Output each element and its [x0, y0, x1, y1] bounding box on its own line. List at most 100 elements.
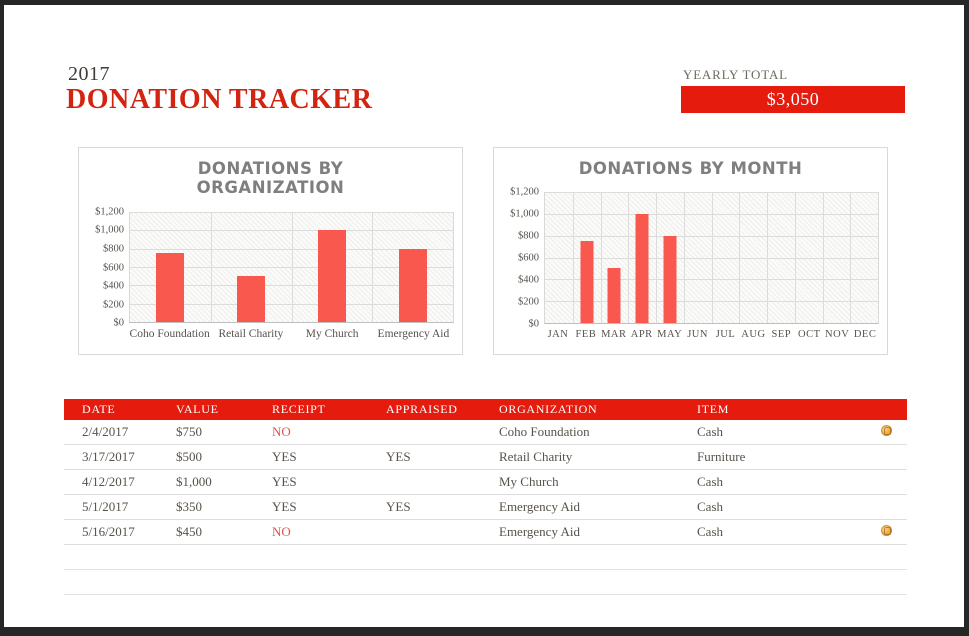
x-axis: Coho Foundation Retail Charity My Church Em… [129, 328, 454, 340]
cell-item[interactable]: Furniture [697, 449, 746, 464]
gridline [739, 192, 741, 323]
cell-value[interactable]: $750 [176, 424, 202, 439]
y-tick-label: $800 [103, 243, 124, 255]
bar-feb [580, 241, 594, 323]
yearly-total-value: $3,050 [681, 86, 905, 113]
x-tick-label: Emergency Aid [377, 328, 450, 340]
y-tick-label: $400 [518, 274, 539, 286]
donations-table: DATE VALUE RECEIPT APPRAISED ORGANIZATIO… [64, 399, 907, 595]
document-page: 2017 DONATION TRACKER YEARLY TOTAL $3,05… [4, 5, 964, 627]
gridline [850, 192, 852, 323]
header-appraised: APPRAISED [386, 402, 458, 416]
year-label: 2017 [68, 63, 110, 85]
cell-date[interactable]: 5/1/2017 [82, 499, 129, 514]
y-axis: $1,200 $1,000 $800 $600 $400 $200 $0 [502, 187, 544, 330]
x-tick-label: Retail Charity [218, 328, 284, 340]
x-tick-label: APR [630, 329, 653, 340]
cell-receipt[interactable]: NO [272, 524, 291, 539]
cell-item[interactable]: Cash [697, 524, 723, 539]
note-cell [881, 424, 907, 440]
coin-note-icon [881, 425, 892, 436]
header-receipt: RECEIPT [272, 402, 326, 416]
x-tick-label: FEB [575, 329, 597, 340]
y-tick-label: $600 [518, 252, 539, 264]
gridline [683, 192, 685, 323]
cell-item[interactable]: Cash [697, 474, 723, 489]
y-tick-label: $400 [103, 280, 124, 292]
y-tick-label: $1,000 [95, 224, 124, 236]
x-tick-label: NOV [825, 329, 850, 340]
cell-item[interactable]: Cash [697, 499, 723, 514]
cell-organization[interactable]: Coho Foundation [499, 424, 590, 439]
table-row: 5/1/2017 $350 YES YES Emergency Aid Cash [64, 495, 907, 520]
plot-area [129, 212, 454, 323]
cell-receipt[interactable]: YES [272, 499, 297, 514]
gridline [767, 192, 768, 323]
y-tick-label: $800 [518, 230, 539, 242]
y-tick-label: $0 [528, 318, 540, 330]
cell-appraised[interactable]: YES [386, 449, 411, 464]
cell-date[interactable]: 5/16/2017 [82, 524, 135, 539]
cell-date[interactable]: 3/17/2017 [82, 449, 135, 464]
bar-may [663, 235, 677, 323]
gridline [372, 212, 374, 322]
chart-title: DONATIONS BY MONTH [578, 159, 803, 178]
x-tick-label: My Church [305, 328, 359, 340]
plot-area [544, 192, 879, 324]
cell-receipt[interactable]: YES [272, 474, 297, 489]
x-tick-label: JUN [687, 329, 708, 340]
y-axis: $1,200 $1,000 $800 $600 $400 $200 $0 [87, 207, 129, 329]
cell-date[interactable]: 2/4/2017 [82, 424, 129, 439]
cell-organization[interactable]: Emergency Aid [499, 524, 580, 539]
bar-emergency-aid [398, 248, 427, 322]
x-tick-label: MAR [601, 329, 627, 340]
cell-organization[interactable]: Emergency Aid [499, 499, 580, 514]
x-tick-label: OCT [798, 329, 821, 340]
cell-value[interactable]: $500 [176, 449, 202, 464]
gridline [656, 192, 657, 323]
x-tick-label: Coho Foundation [129, 328, 210, 340]
cell-date[interactable]: 4/12/2017 [82, 474, 135, 489]
table-header-row: DATE VALUE RECEIPT APPRAISED ORGANIZATIO… [64, 399, 907, 420]
table-row: 2/4/2017 $750 NO Coho Foundation Cash [64, 420, 907, 445]
empty-table-row [64, 570, 907, 595]
bar-my-church [317, 230, 346, 322]
chart-body: $1,200 $1,000 $800 $600 $400 $200 $0 [502, 187, 879, 330]
cell-organization[interactable]: Retail Charity [499, 449, 573, 464]
y-tick-label: $600 [103, 262, 124, 273]
x-tick-label: SEP [771, 329, 792, 340]
x-tick-label: DEC [853, 329, 877, 340]
gridline [711, 192, 713, 323]
bar-apr [635, 213, 649, 323]
cell-value[interactable]: $350 [176, 499, 202, 514]
coin-note-icon [881, 525, 892, 536]
chart-donations-by-organization: DONATIONS BY ORGANIZATION $1,200 $1,000 $8… [78, 147, 463, 355]
header-date: DATE [82, 402, 116, 416]
cell-value[interactable]: $450 [176, 524, 202, 539]
header-value: VALUE [176, 402, 219, 416]
gridline [210, 212, 212, 322]
chart-donations-by-month: DONATIONS BY MONTH $1,200 $1,000 $800 $600 $… [493, 147, 888, 355]
x-tick-label: JUL [715, 329, 736, 340]
gridline [572, 192, 574, 323]
table-row: 5/16/2017 $450 NO Emergency Aid Cash [64, 520, 907, 545]
x-axis: JAN FEB MAR APR MAY JUN JUL AUG SEP OCT NOV DEC [544, 329, 879, 340]
header-organization: ORGANIZATION [499, 402, 598, 416]
empty-table-row [64, 545, 907, 570]
x-tick-label: MAY [657, 329, 683, 340]
table-body: 2/4/2017 $750 NO Coho Foundation Cash 3/17/20… [64, 420, 907, 595]
bar-mar [607, 268, 621, 323]
cell-receipt[interactable]: YES [272, 449, 297, 464]
cell-organization[interactable]: My Church [499, 474, 559, 489]
cell-appraised[interactable]: YES [386, 499, 411, 514]
cell-receipt[interactable]: NO [272, 424, 291, 439]
x-tick-label: JAN [547, 329, 569, 340]
table-row: 3/17/2017 $500 YES YES Retail Charity Furnitu… [64, 445, 907, 470]
cell-item[interactable]: Cash [697, 424, 723, 439]
page-title: DONATION TRACKER [66, 84, 373, 115]
chart-body: $1,200 $1,000 $800 $600 $400 $200 $0 [87, 207, 454, 329]
cell-value[interactable]: $1,000 [176, 474, 212, 489]
y-tick-label: $200 [103, 299, 124, 310]
y-tick-label: $0 [113, 317, 125, 329]
